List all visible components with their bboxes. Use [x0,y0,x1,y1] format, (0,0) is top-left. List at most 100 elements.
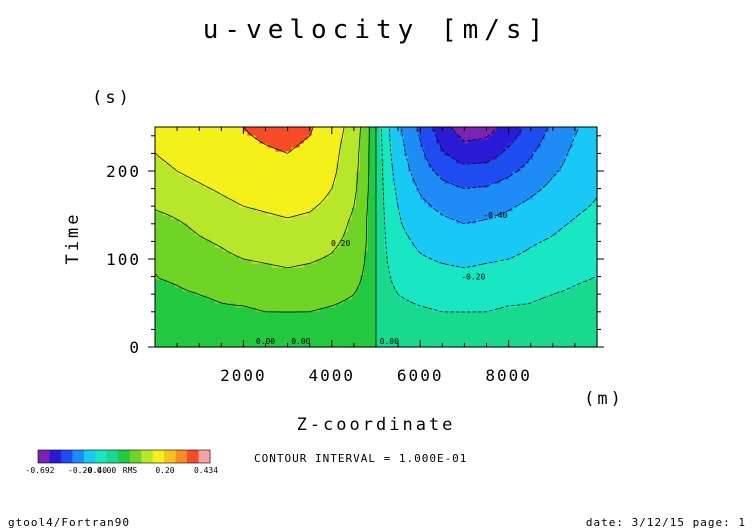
contour-cell [223,299,228,304]
contour-cell [315,255,321,260]
contour-cell [247,155,253,160]
contour-cell [371,315,377,320]
contour-cell [235,171,240,176]
contour-cell [167,171,172,176]
contour-cell [359,135,365,140]
contour-cell [416,179,421,184]
contour-cell [496,263,502,268]
contour-cell [472,179,478,184]
contour-cell [516,339,522,344]
contour-cell [167,143,172,148]
contour-cell [331,315,337,320]
contour-cell [299,163,305,168]
contour-cell [516,207,522,212]
contour-cell [319,155,325,160]
contour-cell [404,271,409,276]
contour-cell [480,291,486,296]
contour-cell [444,215,449,220]
contour-cell [223,279,228,284]
contour-cell [492,339,498,344]
contour-cell [235,195,240,200]
contour-cell [271,267,277,272]
contour-cell [380,331,385,336]
contour-cell [271,279,277,284]
contour-cell [476,275,482,280]
contour-cell [295,235,301,240]
contour-cell [339,183,345,188]
contour-cell [444,195,449,200]
contour-cell [207,303,212,308]
contour-cell [440,223,445,228]
contour-cell [384,127,389,132]
contour-cell [327,243,333,248]
contour-cell [376,171,381,176]
contour-cell [307,339,313,344]
contour-cell [311,231,317,236]
contour-cell [203,215,208,220]
contour-cell [247,331,253,336]
contour-cell [367,243,373,248]
contour-cell [187,147,192,152]
contour-cell [299,187,305,192]
contour-cell [291,163,297,168]
contour-cell [367,167,373,172]
contour-cell [175,191,180,196]
contour-cell [275,159,281,164]
contour-cell [480,307,486,312]
contour-cell [211,231,216,236]
contour-cell [408,255,413,260]
contour-cell [315,167,321,172]
contour-cell [408,247,413,252]
contour-cell [504,163,510,168]
contour-cell [247,139,253,144]
contour-cell [203,175,208,180]
contour-cell [255,183,261,188]
contour-cell [367,203,373,208]
contour-cell [496,259,502,264]
contour-cell [460,227,465,232]
contour-cell [283,267,289,272]
contour-cell [287,127,293,132]
contour-cell [380,243,385,248]
contour-cell [363,175,369,180]
contour-cell [488,223,494,228]
contour-cell [339,231,345,236]
contour-cell [504,227,510,232]
contour-cell [299,147,305,152]
contour-cell [199,263,204,268]
contour-cell [219,267,224,272]
contour-cell [484,143,490,148]
contour-cell [355,175,361,180]
contour-cell [275,143,281,148]
contour-cell [512,187,518,192]
contour-cell [307,251,313,256]
contour-cell [323,331,329,336]
contour-cell [472,227,478,232]
contour-cell [219,203,224,208]
contour-cell [464,167,470,172]
contour-cell [219,207,224,212]
contour-cell [504,291,510,296]
contour-cell [496,239,502,244]
contour-cell [327,339,333,344]
contour-cell [448,299,453,304]
contour-cell [460,139,465,144]
contour-cell [191,171,196,176]
contour-cell [179,331,184,336]
contour-cell [187,303,192,308]
contour-cell [492,187,498,192]
contour-cell [227,275,232,280]
contour-cell [259,211,265,216]
contour-cell [508,135,514,140]
contour-cell [215,255,220,260]
contour-cell [275,287,281,292]
contour-cell [376,235,381,240]
contour-cell [163,275,168,280]
contour-cell [456,231,461,236]
contour-cell [496,175,502,180]
contour-cell [283,223,289,228]
contour-cell [175,295,180,300]
contour-cell [299,343,305,348]
contour-cell [384,291,389,296]
contour-cell [227,267,232,272]
